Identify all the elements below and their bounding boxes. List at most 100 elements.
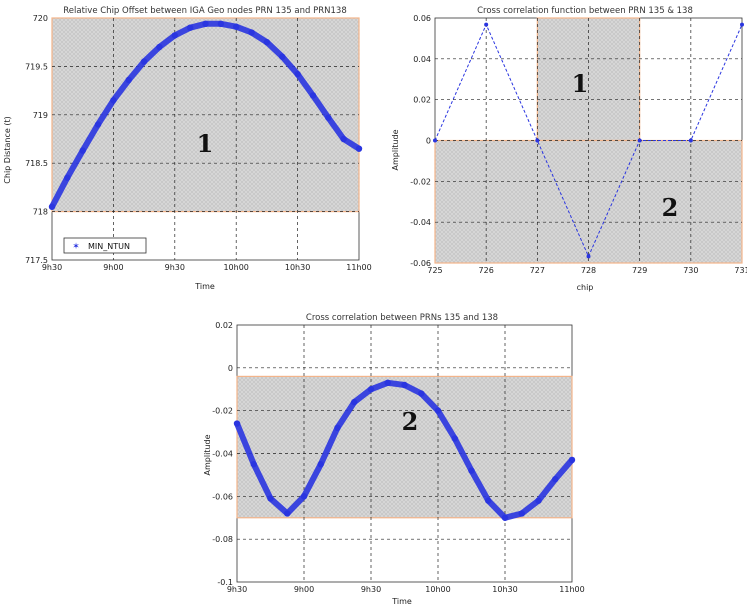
data-point	[263, 39, 271, 46]
data-point	[568, 456, 576, 464]
data-point	[233, 23, 240, 30]
data-point	[586, 254, 591, 259]
data-point	[535, 138, 540, 143]
data-point	[202, 20, 209, 28]
y-tick-label: -0.02	[212, 407, 233, 416]
x-tick-label: 729	[632, 266, 647, 275]
data-point	[140, 58, 148, 65]
x-tick-label: 727	[530, 266, 545, 275]
x-tick-label: 9h30	[165, 263, 185, 272]
y-axis-label: Amplitude	[391, 129, 400, 170]
data-point	[518, 510, 525, 517]
legend: ✶ MIN_NTUN	[63, 237, 147, 254]
y-axis-label: Amplitude	[203, 434, 212, 475]
legend-label: MIN_NTUN	[88, 242, 130, 251]
data-point	[340, 135, 347, 143]
y-tick-label: 717.5	[25, 256, 48, 265]
chart-title: Relative Chip Offset between IGA Geo nod…	[63, 6, 346, 16]
x-tick-label: 10h30	[492, 585, 517, 594]
x-tick-label: 10h30	[285, 263, 310, 272]
x-tick-label: 9h00	[103, 263, 123, 272]
y-tick-label: 718	[33, 208, 48, 217]
data-point	[367, 386, 375, 393]
y-tick-label: 0	[228, 364, 233, 373]
y-tick-label: -0.06	[212, 492, 233, 501]
data-point	[433, 138, 437, 143]
x-tick-label: 9h00	[294, 585, 314, 594]
x-axis-label: Time	[194, 282, 215, 291]
data-point	[355, 145, 363, 152]
data-point	[284, 510, 291, 517]
x-tick-label: 731	[734, 266, 747, 275]
region-label-2: 2	[662, 193, 679, 222]
y-tick-label: -0.08	[212, 535, 233, 544]
data-point	[309, 92, 317, 99]
data-point	[434, 407, 442, 414]
y-tick-label: 0.04	[413, 55, 431, 64]
x-tick-label: 9h30	[361, 585, 381, 594]
y-tick-label: 718.5	[25, 159, 48, 168]
data-point	[384, 379, 391, 387]
data-point	[186, 24, 194, 31]
data-point	[79, 147, 86, 154]
data-point	[250, 461, 257, 468]
data-point	[294, 70, 301, 78]
data-point	[279, 53, 286, 60]
x-tick-label: 730	[683, 266, 698, 275]
x-tick-label: 11h00	[559, 585, 584, 594]
data-point	[688, 138, 693, 143]
highlight-region	[236, 375, 573, 519]
data-point	[233, 420, 241, 427]
y-tick-label: -0.1	[217, 578, 233, 587]
legend-box	[63, 237, 147, 254]
data-point	[171, 32, 178, 39]
x-axis-label: Time	[391, 597, 412, 606]
data-point	[468, 467, 475, 474]
region-label: 2	[402, 407, 419, 436]
y-tick-label: 0	[426, 137, 431, 146]
x-tick-label: 9h30	[227, 585, 247, 594]
x-tick-label: 10h00	[425, 585, 450, 594]
x-axis-label: chip	[577, 283, 594, 292]
data-point	[740, 22, 744, 27]
data-point	[334, 424, 341, 431]
data-point	[217, 20, 225, 28]
y-tick-label: 719.5	[25, 62, 48, 71]
y-tick-label: -0.04	[212, 450, 233, 459]
legend-marker: ✶	[72, 242, 80, 252]
data-point	[418, 390, 425, 397]
data-point	[125, 76, 132, 84]
data-point	[535, 497, 542, 504]
y-tick-label: -0.04	[410, 218, 431, 227]
region-label-1: 1	[572, 69, 589, 98]
data-point	[94, 121, 102, 128]
y-tick-label: -0.06	[410, 259, 431, 268]
data-point	[110, 97, 117, 104]
chart-title: Cross correlation between PRNs 135 and 1…	[306, 313, 498, 323]
y-tick-label: -0.02	[410, 177, 431, 186]
data-point	[552, 476, 559, 483]
data-point	[267, 495, 274, 502]
data-point	[317, 461, 324, 468]
x-tick-label: 725	[427, 266, 442, 275]
region-label: 1	[197, 129, 214, 158]
data-point	[501, 514, 509, 521]
x-tick-label: 728	[581, 266, 596, 275]
data-point	[64, 174, 71, 181]
y-axis-label: Chip Distance (t)	[3, 116, 12, 183]
data-point	[325, 114, 332, 121]
y-tick-label: 0.02	[215, 321, 233, 330]
x-tick-label: 9h30	[42, 263, 62, 272]
data-point	[637, 138, 642, 143]
data-point	[485, 497, 492, 504]
data-point	[401, 381, 408, 389]
x-tick-label: 726	[479, 266, 494, 275]
data-point	[300, 493, 308, 500]
data-point	[351, 398, 358, 406]
